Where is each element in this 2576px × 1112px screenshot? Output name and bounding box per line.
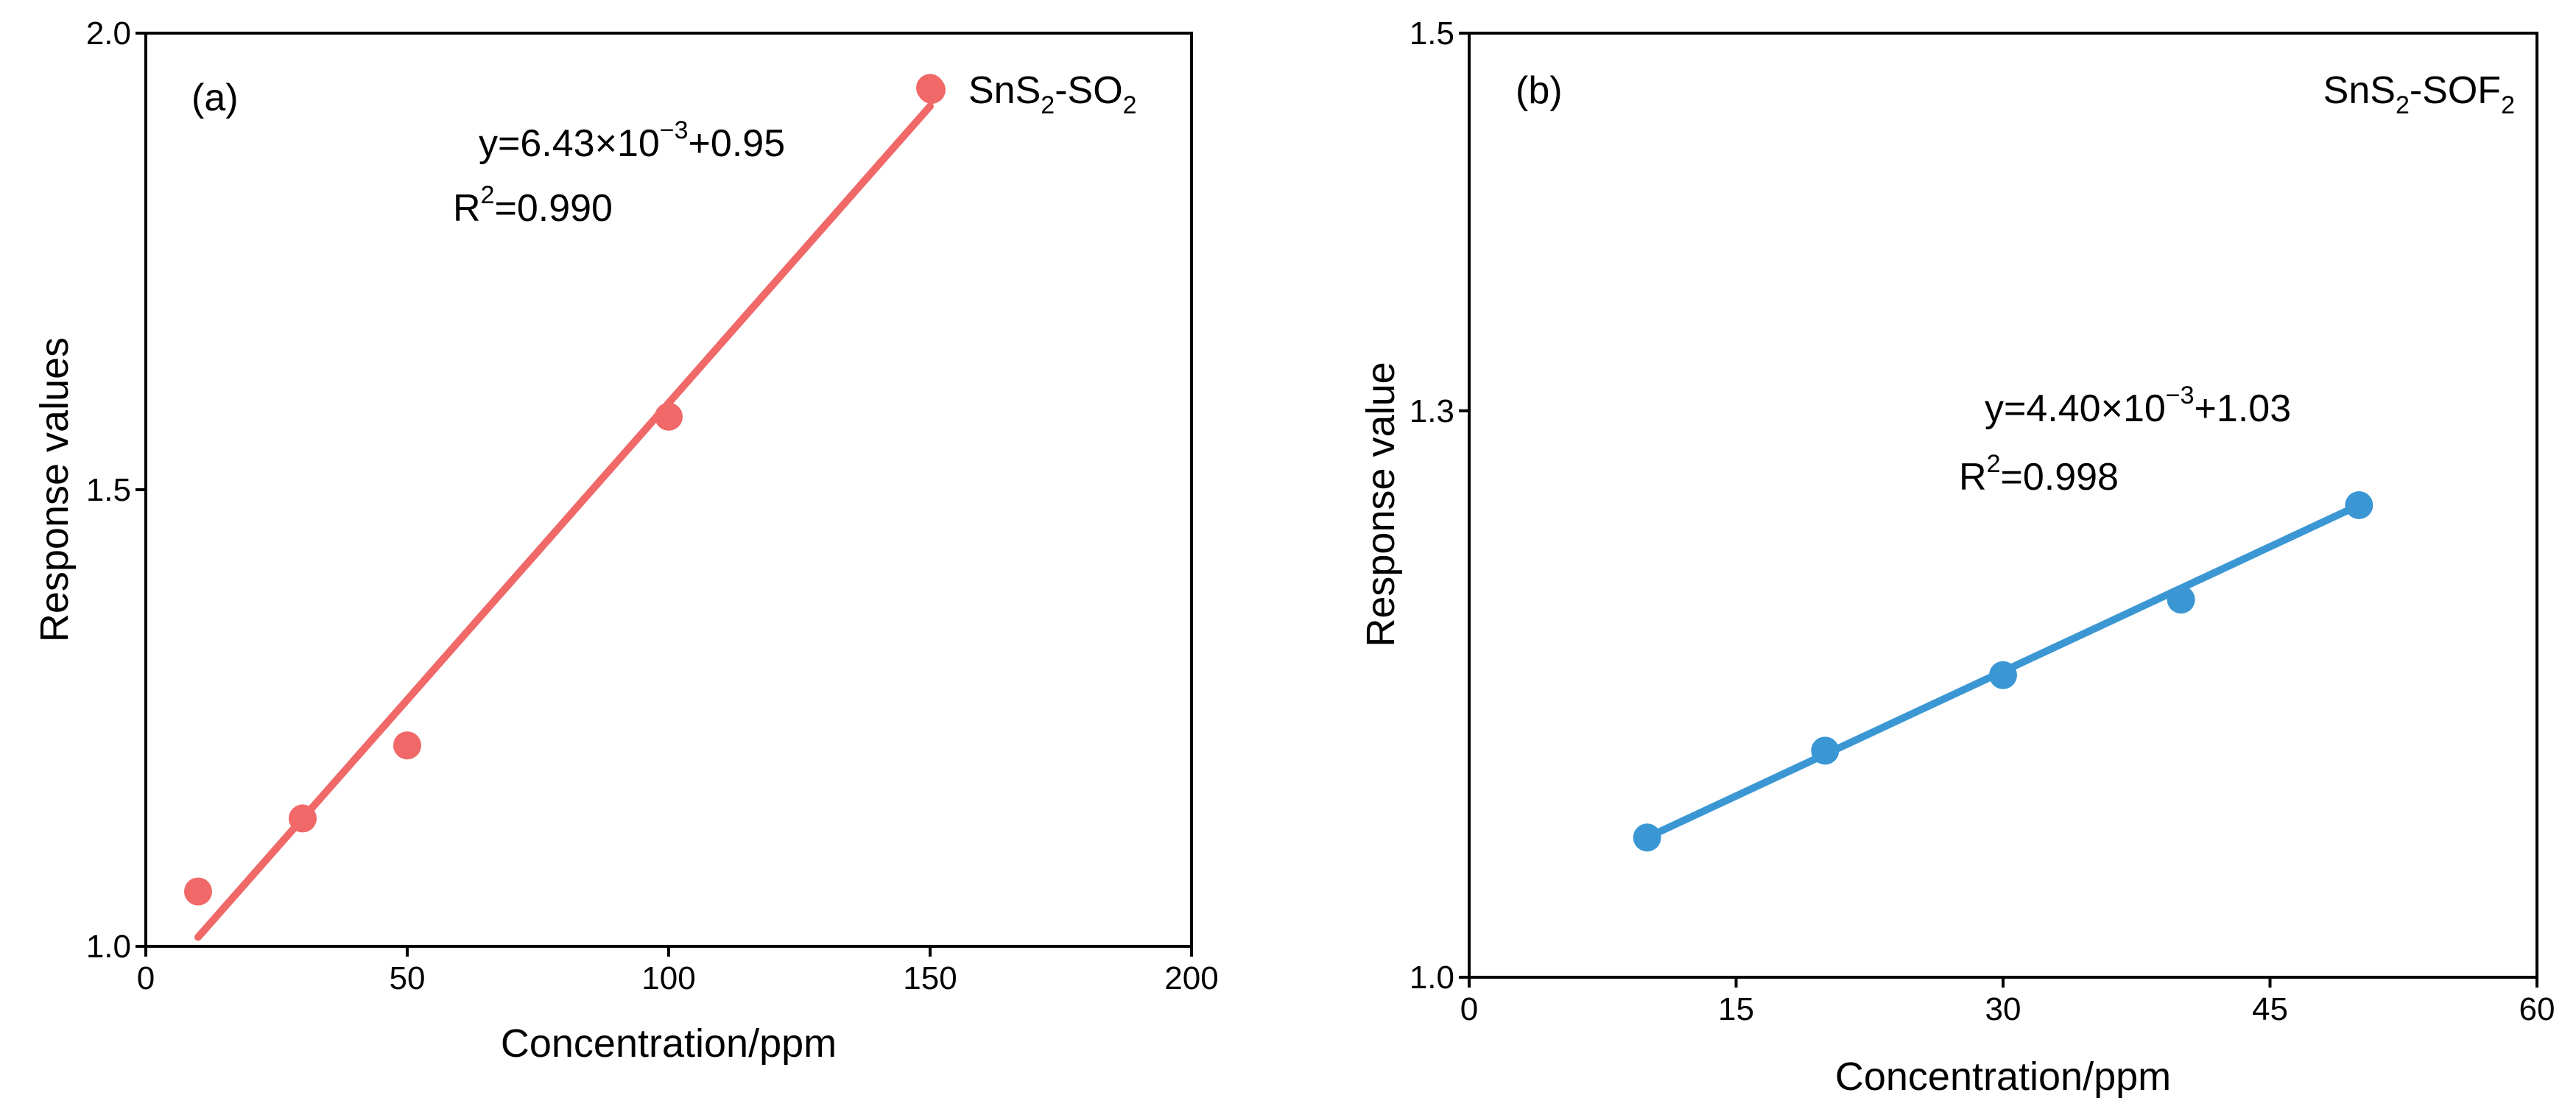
chart-a-r2: R2=0.990: [453, 181, 613, 230]
chart-b-legend-label: SnS2-SOF2: [2323, 69, 2515, 119]
chart-b-data-point: [1633, 823, 1661, 852]
chart-a-y-tick-label: 1.5: [86, 472, 131, 508]
chart-a-fit-line: [194, 102, 934, 941]
chart-b-x-tick-label: 60: [2519, 991, 2555, 1027]
chart-b-data-point: [2167, 585, 2195, 614]
chart-b-r2: R2=0.998: [1959, 450, 2119, 499]
chart-a-x-axis-label: Concentration/ppm: [501, 1021, 837, 1066]
chart-a-data-point: [655, 402, 683, 431]
chart-a-legend-sub1: 2: [1041, 91, 1055, 119]
chart-b-legend-mid: -SOF: [2410, 69, 2501, 112]
chart-a-legend-label: SnS2-SO2: [968, 69, 1137, 119]
chart-a: 0 50 100 150 200 1.0 1.5 2.0 (a) y=6.43×10−3+0.…: [32, 15, 1219, 1066]
chart-b-data-point: [1811, 736, 1840, 765]
chart-a-equation: y=6.43×10−3+0.95: [479, 116, 785, 165]
chart-b-legend-base: SnS: [2323, 69, 2396, 112]
chart-b-legend-sub1: 2: [2396, 91, 2410, 119]
chart-a-legend-mid: -SO: [1055, 69, 1122, 112]
chart-b-marks: [1633, 491, 2373, 852]
chart-a-data-point: [289, 804, 317, 833]
chart-b-x-tick-label: 0: [1460, 991, 1478, 1027]
chart-b-panel-label: (b): [1516, 69, 1563, 112]
chart-b-y-tick-label: 1.5: [1410, 15, 1454, 52]
chart-a-equation-exp: −3: [660, 116, 689, 144]
chart-b-data-point: [2345, 491, 2373, 519]
chart-b-y-tick-label: 1.0: [1410, 960, 1454, 996]
chart-a-x-tick-label: 0: [137, 960, 155, 996]
chart-a-y-tick-label: 1.0: [86, 929, 131, 965]
chart-b-legend-sub2: 2: [2501, 91, 2515, 119]
chart-b-y-axis-label: Response value: [1359, 362, 1403, 647]
chart-a-x-tick-label: 200: [1164, 960, 1218, 996]
chart-a-equation-prefix: y=6.43×10: [479, 122, 660, 165]
chart-a-y-tick-label: 2.0: [86, 15, 131, 52]
chart-b-ticks: 0 15 30 45 60 1.0 1.3 1.5: [1410, 15, 2555, 1027]
chart-a-y-axis-label: Response values: [32, 337, 77, 642]
chart-b-x-axis-label: Concentration/ppm: [1835, 1055, 2171, 1099]
chart-a-data-point: [184, 877, 212, 906]
chart-b-equation: y=4.40×10−3+1.03: [1985, 381, 2291, 430]
chart-b-y-tick-label: 1.3: [1410, 393, 1454, 429]
chart-a-data-point: [393, 731, 421, 760]
chart-a-r2-exp: 2: [481, 181, 495, 209]
chart-b-r2-suffix: =0.998: [2000, 456, 2119, 499]
chart-b-frame: [1468, 32, 2538, 979]
chart-a-legend-sub2: 2: [1123, 91, 1137, 119]
chart-a-ticks: 0 50 100 150 200 1.0 1.5 2.0: [86, 15, 1219, 996]
chart-a-r2-prefix: R: [453, 187, 481, 230]
chart-a-x-tick-label: 50: [390, 960, 426, 996]
chart-b-x-tick-label: 15: [1718, 991, 1754, 1027]
chart-b-equation-prefix: y=4.40×10: [1985, 387, 2166, 430]
chart-b-r2-exp: 2: [1987, 450, 2001, 478]
chart-b-x-tick-label: 30: [1985, 991, 2021, 1027]
chart-a-x-tick-label: 100: [641, 960, 695, 996]
chart-a-legend-marker: [918, 76, 946, 104]
chart-a-panel-label: (a): [191, 77, 239, 119]
chart-b-equation-exp: −3: [2166, 381, 2195, 409]
chart-a-x-tick-label: 150: [903, 960, 957, 996]
chart-a-r2-suffix: =0.990: [494, 187, 613, 230]
chart-a-marks: [184, 74, 946, 941]
chart-b-r2-prefix: R: [1959, 456, 1987, 499]
chart-b-x-tick-label: 45: [2252, 991, 2288, 1027]
chart-b: 0 15 30 45 601.01.31.5 (b) y=4.40×10−3+1.03 …: [1359, 15, 2555, 1099]
chart-b-data-point: [1989, 661, 2017, 689]
chart-b-equation-suffix: +1.03: [2195, 387, 2292, 430]
chart-a-equation-suffix: +0.95: [689, 122, 786, 165]
chart-a-legend-base: SnS: [968, 69, 1041, 112]
